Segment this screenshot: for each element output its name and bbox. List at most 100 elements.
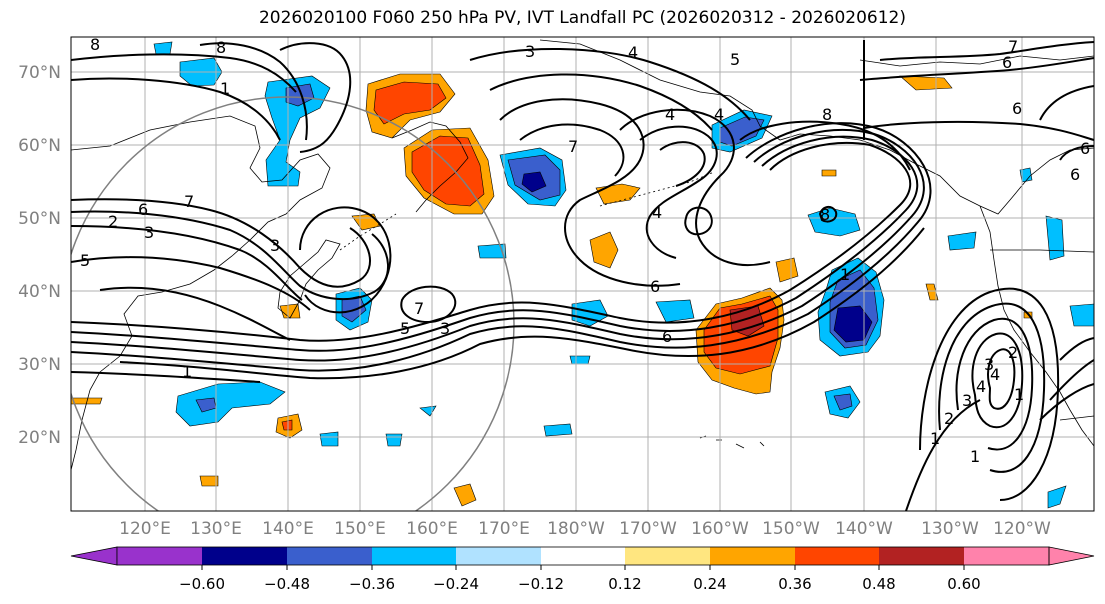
pv-positive-shading — [71, 73, 1033, 507]
colorbar-segment — [795, 547, 879, 565]
lon-label: 120°W — [993, 519, 1051, 539]
contour — [1049, 359, 1094, 401]
contour-label: 8 — [822, 105, 832, 124]
colorbar-extend-max — [1048, 546, 1095, 566]
contour-label: 3 — [270, 236, 280, 255]
colorbar-segment — [372, 547, 456, 565]
contour — [1059, 145, 1094, 161]
contour-label: 7 — [184, 192, 194, 211]
contour-label: 6 — [1002, 53, 1012, 72]
pv-blob-orange — [279, 303, 301, 319]
contour-jet — [71, 122, 932, 372]
contour — [879, 41, 1094, 61]
lat-label: 60°N — [18, 136, 61, 156]
colorbar-tick-label: 0.12 — [608, 575, 641, 593]
coastline-japan — [277, 239, 341, 319]
border-us-canada — [990, 249, 1094, 253]
coastline-kamchatka — [391, 121, 469, 213]
contour — [519, 123, 625, 177]
pv-blob-blue — [477, 243, 507, 259]
contour-label: 4 — [628, 43, 638, 62]
lon-label: 160°E — [406, 519, 458, 539]
contour-low-ring — [971, 332, 1024, 429]
contour-label: 4 — [976, 377, 986, 396]
contour-label: 1 — [220, 79, 230, 98]
contour — [279, 42, 352, 153]
colorbar-tick-labels: −0.60 −0.48 −0.36 −0.24 −0.12 0.12 0.24 … — [179, 575, 981, 593]
contour — [639, 125, 718, 259]
lon-label: 150°E — [334, 519, 386, 539]
latitude-labels: 70°N 60°N 50°N 40°N 30°N 20°N — [18, 63, 61, 448]
colorbar-tick-label: −0.24 — [433, 575, 479, 593]
pv-blob-blue — [569, 355, 591, 365]
colorbar-tick-label: 0.24 — [693, 575, 726, 593]
colorbar-segment — [625, 547, 710, 565]
contour — [400, 285, 457, 324]
contour-label: 1 — [930, 429, 940, 448]
lon-label: 140°W — [835, 519, 893, 539]
kuril-islands — [339, 213, 397, 251]
colorbar-segment — [964, 547, 1049, 565]
colorbar-tick-label: 0.36 — [778, 575, 811, 593]
contour-label: 4 — [990, 365, 1000, 384]
radius-circle — [71, 96, 515, 511]
colorbar-segment — [287, 547, 372, 565]
lat-label: 70°N — [18, 63, 61, 83]
contour-label: 3 — [440, 319, 450, 338]
contour — [489, 73, 713, 131]
pv-blob-orange — [453, 483, 477, 507]
contour-label: 6 — [138, 200, 148, 219]
contour-jet — [119, 227, 925, 380]
contour-jet — [71, 128, 925, 362]
contour-label: 4 — [652, 203, 662, 222]
contour-label: 1 — [1014, 385, 1024, 404]
contour — [739, 120, 911, 171]
pv-blob-blue — [385, 433, 403, 447]
contour — [499, 98, 681, 287]
contour — [859, 57, 1094, 81]
contour-label: 1 — [182, 362, 192, 381]
contour-label: 2 — [108, 212, 118, 231]
contour-label: 4 — [714, 105, 724, 124]
colorbar-tick-label: −0.36 — [349, 575, 395, 593]
contour-label: 5 — [730, 50, 740, 69]
contour-label: 3 — [525, 42, 535, 61]
contour-label: 1 — [840, 265, 850, 284]
map-title: 2026020100 F060 250 hPa PV, IVT Landfall… — [258, 8, 906, 28]
contour-label: 3 — [962, 391, 972, 410]
contour-label: 6 — [1012, 99, 1022, 118]
contour-label: 7 — [1008, 37, 1018, 56]
contour-label: 8 — [820, 205, 830, 224]
contour — [684, 206, 713, 236]
pv-blob-red — [373, 81, 447, 125]
colorbar: −0.60 −0.48 −0.36 −0.24 −0.12 0.12 0.24 … — [70, 546, 1095, 593]
pv-blob-orange — [199, 475, 219, 487]
lon-label: 170°W — [619, 519, 677, 539]
contour — [99, 286, 291, 341]
colorbar-segment — [879, 547, 964, 565]
contour — [299, 206, 392, 314]
pv-blob-blue-dark — [521, 171, 547, 193]
pv-blob-blue-mid — [833, 393, 853, 411]
contour-low-ring — [987, 348, 1016, 410]
contour — [619, 108, 771, 266]
contour — [1059, 337, 1094, 361]
map-frame — [70, 36, 1095, 512]
pv-blob-orange — [821, 169, 837, 177]
contour — [71, 53, 297, 93]
contour — [469, 48, 751, 121]
contour — [71, 371, 261, 383]
contour — [71, 256, 311, 311]
lat-label: 30°N — [18, 355, 61, 375]
pv-blob-red — [281, 419, 293, 431]
map-panel: 8 3 4 5 6 7 8 4 6 7 3 6 5 2 3 7 1 6 4 8 — [70, 36, 1095, 512]
ivt-contours — [71, 40, 1094, 511]
pv-blob-orange — [925, 283, 939, 301]
pv-blob-blue — [175, 381, 286, 427]
contour — [71, 198, 371, 288]
contour-label: 3 — [144, 223, 154, 242]
lon-label: 170°E — [478, 519, 530, 539]
contour-label: 5 — [80, 251, 90, 270]
colorbar-segment — [710, 547, 795, 565]
contour-label: 4 — [665, 105, 675, 124]
